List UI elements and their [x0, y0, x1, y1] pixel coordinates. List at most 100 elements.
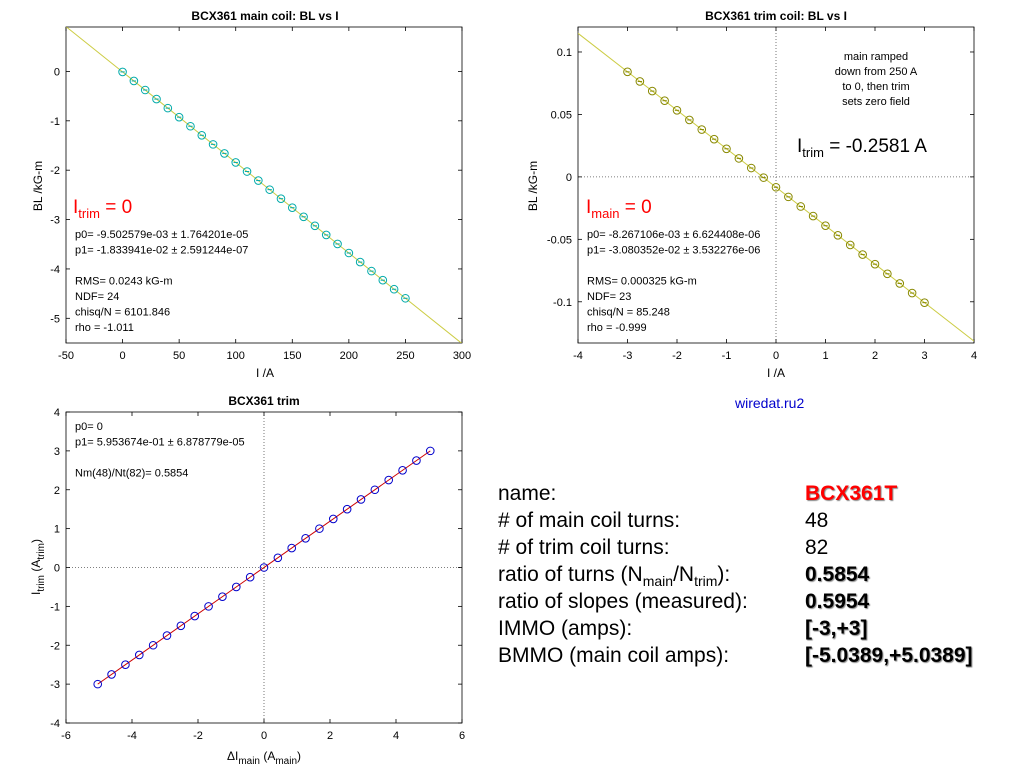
data-point [412, 456, 421, 465]
data-point [796, 202, 806, 211]
info-value: 0.5954 [805, 590, 870, 613]
data-point [895, 279, 905, 288]
x-tick-label: 2 [327, 730, 333, 742]
data-point [398, 466, 407, 475]
info-label: # of trim coil turns: [498, 536, 670, 559]
data-point [186, 121, 195, 131]
data-point [93, 679, 103, 689]
data-point [254, 176, 263, 185]
y-tick-label: 3 [54, 446, 60, 458]
y-tick-label: 0.1 [557, 47, 572, 59]
x-tick-label: 50 [173, 350, 185, 362]
x-tick-label: 4 [971, 350, 977, 362]
x-tick-label: 2 [872, 350, 878, 362]
y-tick-label: -0.05 [547, 234, 572, 246]
chart-trim-coil: BCX361 trim coil: BL vs I I /A BL /kG-m … [526, 9, 977, 380]
stat-line: NDF= 24 [75, 291, 119, 303]
info-value: [-3,+3] [805, 617, 868, 640]
fit-line [97, 450, 431, 685]
data-point [821, 221, 830, 231]
data-point [697, 125, 707, 134]
y-tick-label: -0.1 [553, 297, 572, 309]
data-point [722, 144, 731, 154]
data-point [870, 259, 880, 269]
data-point [709, 134, 719, 144]
data-point [301, 534, 310, 543]
stat-line: NDF= 23 [587, 291, 631, 303]
main-current-label: Imain = 0 [586, 197, 652, 221]
info-label: BMMO (main coil amps): [498, 644, 730, 667]
data-point [140, 85, 150, 95]
x-tick-label: -2 [672, 350, 682, 362]
data-point [148, 640, 158, 650]
data-point [342, 504, 352, 514]
x-tick-label: 150 [283, 350, 301, 362]
data-point [265, 185, 274, 194]
data-point [321, 230, 331, 240]
data-point [344, 248, 354, 258]
data-point [771, 182, 781, 192]
data-point [845, 240, 855, 250]
x-tick-label: -1 [722, 350, 732, 362]
chart-main-coil: BCX361 main coil: BL vs I I /A BL /kG-m … [31, 9, 471, 380]
y-tick-label: -1 [50, 116, 60, 128]
stat-line: p1= -1.833941e-02 ± 2.591244e-07 [75, 245, 248, 257]
stat-line: rho = -1.011 [75, 322, 134, 334]
trim-current-annotation: Itrim = -0.2581 A [797, 136, 927, 160]
fit-line [66, 27, 462, 343]
stat-line: RMS= 0.000325 kG-m [587, 276, 697, 288]
stat-line: rho = -0.999 [587, 322, 647, 334]
y-tick-label: -1 [50, 601, 60, 613]
data-point [425, 446, 435, 456]
data-point [176, 621, 186, 631]
data-point [231, 582, 241, 592]
y-tick-label: 0.05 [551, 109, 572, 121]
data-point [401, 293, 410, 303]
y-axis-label: BL /kG-m [526, 161, 540, 211]
data-point [208, 140, 218, 149]
data-point [287, 543, 297, 553]
stat-line: p1= 5.953674e-01 ± 6.878779e-05 [75, 437, 245, 449]
data-point [355, 257, 365, 267]
data-point [218, 592, 227, 601]
data-point [315, 524, 324, 533]
info-label: ratio of turns (Nmain/Ntrim): [498, 563, 731, 590]
y-axis-label: BL /kG-m [31, 161, 45, 211]
data-point [121, 660, 130, 669]
info-value: 0.5854 [805, 563, 870, 586]
source-link[interactable]: wiredat.ru2 [735, 395, 805, 411]
data-point [242, 167, 252, 176]
y-tick-label: 0 [54, 66, 60, 78]
y-tick-label: -4 [50, 264, 60, 276]
info-label: name: [498, 482, 557, 505]
stat-line: p1= -3.080352e-02 ± 3.532276e-06 [587, 245, 760, 257]
info-label: # of main coil turns: [498, 509, 681, 532]
chart-title: BCX361 main coil: BL vs I [191, 9, 338, 23]
info-value: [-5.0389,+5.0389] [805, 644, 973, 667]
stat-line: RMS= 0.0243 kG-m [75, 276, 173, 288]
data-point [746, 163, 756, 173]
x-tick-label: -4 [127, 730, 137, 742]
data-point [784, 192, 793, 202]
data-point [163, 103, 173, 113]
note-line: to 0, then trim [842, 81, 909, 93]
plot-frame [65, 26, 463, 344]
data-point [231, 158, 241, 167]
fit-stats: p0= -9.502579e-03 ± 1.764201e-05 p1= -1.8… [75, 229, 248, 334]
data-point [808, 211, 818, 221]
data-point [245, 572, 255, 582]
data-point [623, 67, 632, 77]
x-tick-label: 1 [822, 350, 828, 362]
y-tick-label: 1 [54, 524, 60, 536]
x-tick-label: 0 [773, 350, 779, 362]
y-tick-label: -5 [50, 313, 60, 325]
chart-title: BCX361 trim [228, 394, 299, 408]
info-label: ratio of slopes (measured): [498, 590, 748, 613]
x-tick-label: 6 [459, 730, 465, 742]
data-point [367, 266, 376, 276]
note-line: main ramped [844, 51, 908, 63]
x-tick-label: 0 [261, 730, 267, 742]
y-tick-label: -3 [50, 215, 60, 227]
x-tick-label: 200 [340, 350, 358, 362]
